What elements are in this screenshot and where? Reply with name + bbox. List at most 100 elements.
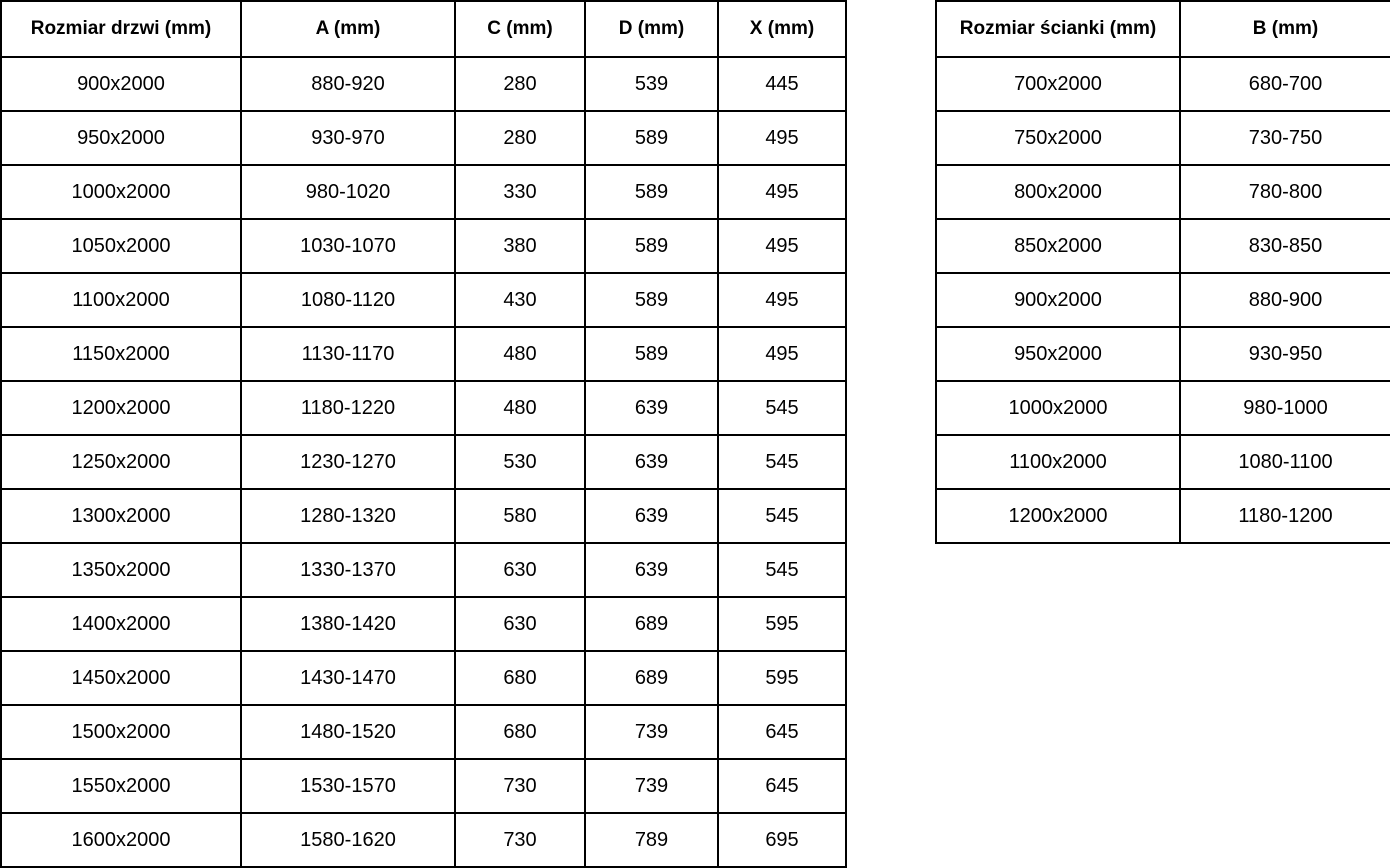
table-row: 900x2000 880-920 280 539 445 xyxy=(0,56,847,112)
door-sizes-table: Rozmiar drzwi (mm) A (mm) C (mm) D (mm) X (m… xyxy=(0,0,847,868)
door-table-header-row: Rozmiar drzwi (mm) A (mm) C (mm) D (mm) X (m… xyxy=(0,0,847,58)
table-cell: 639 xyxy=(584,380,719,436)
table-row: 1600x2000 1580-1620 730 789 695 xyxy=(0,812,847,868)
table-cell: 1000x2000 xyxy=(935,380,1181,436)
table-row: 900x2000 880-900 xyxy=(935,272,1390,328)
table-cell: 589 xyxy=(584,218,719,274)
table-cell: 880-900 xyxy=(1179,272,1390,328)
table-cell: 480 xyxy=(454,380,586,436)
table-cell: 280 xyxy=(454,110,586,166)
table-cell: 930-950 xyxy=(1179,326,1390,382)
table-cell: 1130-1170 xyxy=(240,326,456,382)
table-cell: 1350x2000 xyxy=(0,542,242,598)
column-header: A (mm) xyxy=(240,0,456,58)
table-cell: 950x2000 xyxy=(0,110,242,166)
table-row: 700x2000 680-700 xyxy=(935,56,1390,112)
table-row: 1000x2000 980-1000 xyxy=(935,380,1390,436)
table-cell: 850x2000 xyxy=(935,218,1181,274)
table-cell: 1400x2000 xyxy=(0,596,242,652)
table-row: 1000x2000 980-1020 330 589 495 xyxy=(0,164,847,220)
column-header: Rozmiar drzwi (mm) xyxy=(0,0,242,58)
table-row: 1150x2000 1130-1170 480 589 495 xyxy=(0,326,847,382)
table-cell: 630 xyxy=(454,596,586,652)
table-cell: 739 xyxy=(584,758,719,814)
table-row: 1100x2000 1080-1100 xyxy=(935,434,1390,490)
table-cell: 589 xyxy=(584,326,719,382)
wall-panel-sizes-table: Rozmiar ścianki (mm) B (mm) 700x2000 680-7… xyxy=(935,0,1390,544)
table-cell: 930-970 xyxy=(240,110,456,166)
table-cell: 1280-1320 xyxy=(240,488,456,544)
table-row: 1350x2000 1330-1370 630 639 545 xyxy=(0,542,847,598)
table-cell: 580 xyxy=(454,488,586,544)
table-cell: 1430-1470 xyxy=(240,650,456,706)
table-cell: 1550x2000 xyxy=(0,758,242,814)
table-cell: 495 xyxy=(717,218,847,274)
table-cell: 1330-1370 xyxy=(240,542,456,598)
table-cell: 1000x2000 xyxy=(0,164,242,220)
table-cell: 980-1020 xyxy=(240,164,456,220)
table-cell: 595 xyxy=(717,650,847,706)
table-cell: 680 xyxy=(454,704,586,760)
table-cell: 695 xyxy=(717,812,847,868)
table-cell: 589 xyxy=(584,110,719,166)
table-cell: 880-920 xyxy=(240,56,456,112)
table-cell: 430 xyxy=(454,272,586,328)
table-cell: 1180-1200 xyxy=(1179,488,1390,544)
table-cell: 639 xyxy=(584,434,719,490)
table-cell: 595 xyxy=(717,596,847,652)
column-header: B (mm) xyxy=(1179,0,1390,58)
table-cell: 589 xyxy=(584,164,719,220)
table-row: 750x2000 730-750 xyxy=(935,110,1390,166)
table-cell: 330 xyxy=(454,164,586,220)
table-cell: 1180-1220 xyxy=(240,380,456,436)
table-cell: 380 xyxy=(454,218,586,274)
column-header: X (mm) xyxy=(717,0,847,58)
table-cell: 700x2000 xyxy=(935,56,1181,112)
table-cell: 639 xyxy=(584,542,719,598)
table-cell: 280 xyxy=(454,56,586,112)
table-cell: 1480-1520 xyxy=(240,704,456,760)
column-header: Rozmiar ścianki (mm) xyxy=(935,0,1181,58)
table-cell: 1050x2000 xyxy=(0,218,242,274)
table-cell: 1230-1270 xyxy=(240,434,456,490)
table-cell: 495 xyxy=(717,272,847,328)
table-cell: 1250x2000 xyxy=(0,434,242,490)
table-cell: 539 xyxy=(584,56,719,112)
table-cell: 530 xyxy=(454,434,586,490)
table-cell: 1530-1570 xyxy=(240,758,456,814)
table-cell: 1080-1100 xyxy=(1179,434,1390,490)
table-cell: 1380-1420 xyxy=(240,596,456,652)
table-cell: 1150x2000 xyxy=(0,326,242,382)
table-cell: 639 xyxy=(584,488,719,544)
door-table-body: 900x2000 880-920 280 539 445 950x2000 930-970 2… xyxy=(0,56,847,868)
table-cell: 730 xyxy=(454,812,586,868)
table-row: 1300x2000 1280-1320 580 639 545 xyxy=(0,488,847,544)
table-cell: 739 xyxy=(584,704,719,760)
table-cell: 750x2000 xyxy=(935,110,1181,166)
table-row: 1450x2000 1430-1470 680 689 595 xyxy=(0,650,847,706)
table-cell: 645 xyxy=(717,758,847,814)
column-header: D (mm) xyxy=(584,0,719,58)
table-cell: 1580-1620 xyxy=(240,812,456,868)
table-cell: 830-850 xyxy=(1179,218,1390,274)
table-cell: 1030-1070 xyxy=(240,218,456,274)
table-cell: 900x2000 xyxy=(0,56,242,112)
table-row: 1100x2000 1080-1120 430 589 495 xyxy=(0,272,847,328)
table-cell: 1600x2000 xyxy=(0,812,242,868)
table-cell: 1450x2000 xyxy=(0,650,242,706)
column-header: C (mm) xyxy=(454,0,586,58)
table-cell: 980-1000 xyxy=(1179,380,1390,436)
table-cell: 1100x2000 xyxy=(935,434,1181,490)
table-row: 1400x2000 1380-1420 630 689 595 xyxy=(0,596,847,652)
table-cell: 545 xyxy=(717,488,847,544)
wall-table-body: 700x2000 680-700 750x2000 730-750 800x2000 78… xyxy=(935,56,1390,544)
table-cell: 480 xyxy=(454,326,586,382)
table-cell: 495 xyxy=(717,164,847,220)
table-cell: 1300x2000 xyxy=(0,488,242,544)
table-row: 1050x2000 1030-1070 380 589 495 xyxy=(0,218,847,274)
table-cell: 545 xyxy=(717,542,847,598)
table-cell: 1080-1120 xyxy=(240,272,456,328)
table-cell: 630 xyxy=(454,542,586,598)
table-row: 1200x2000 1180-1200 xyxy=(935,488,1390,544)
table-row: 1250x2000 1230-1270 530 639 545 xyxy=(0,434,847,490)
